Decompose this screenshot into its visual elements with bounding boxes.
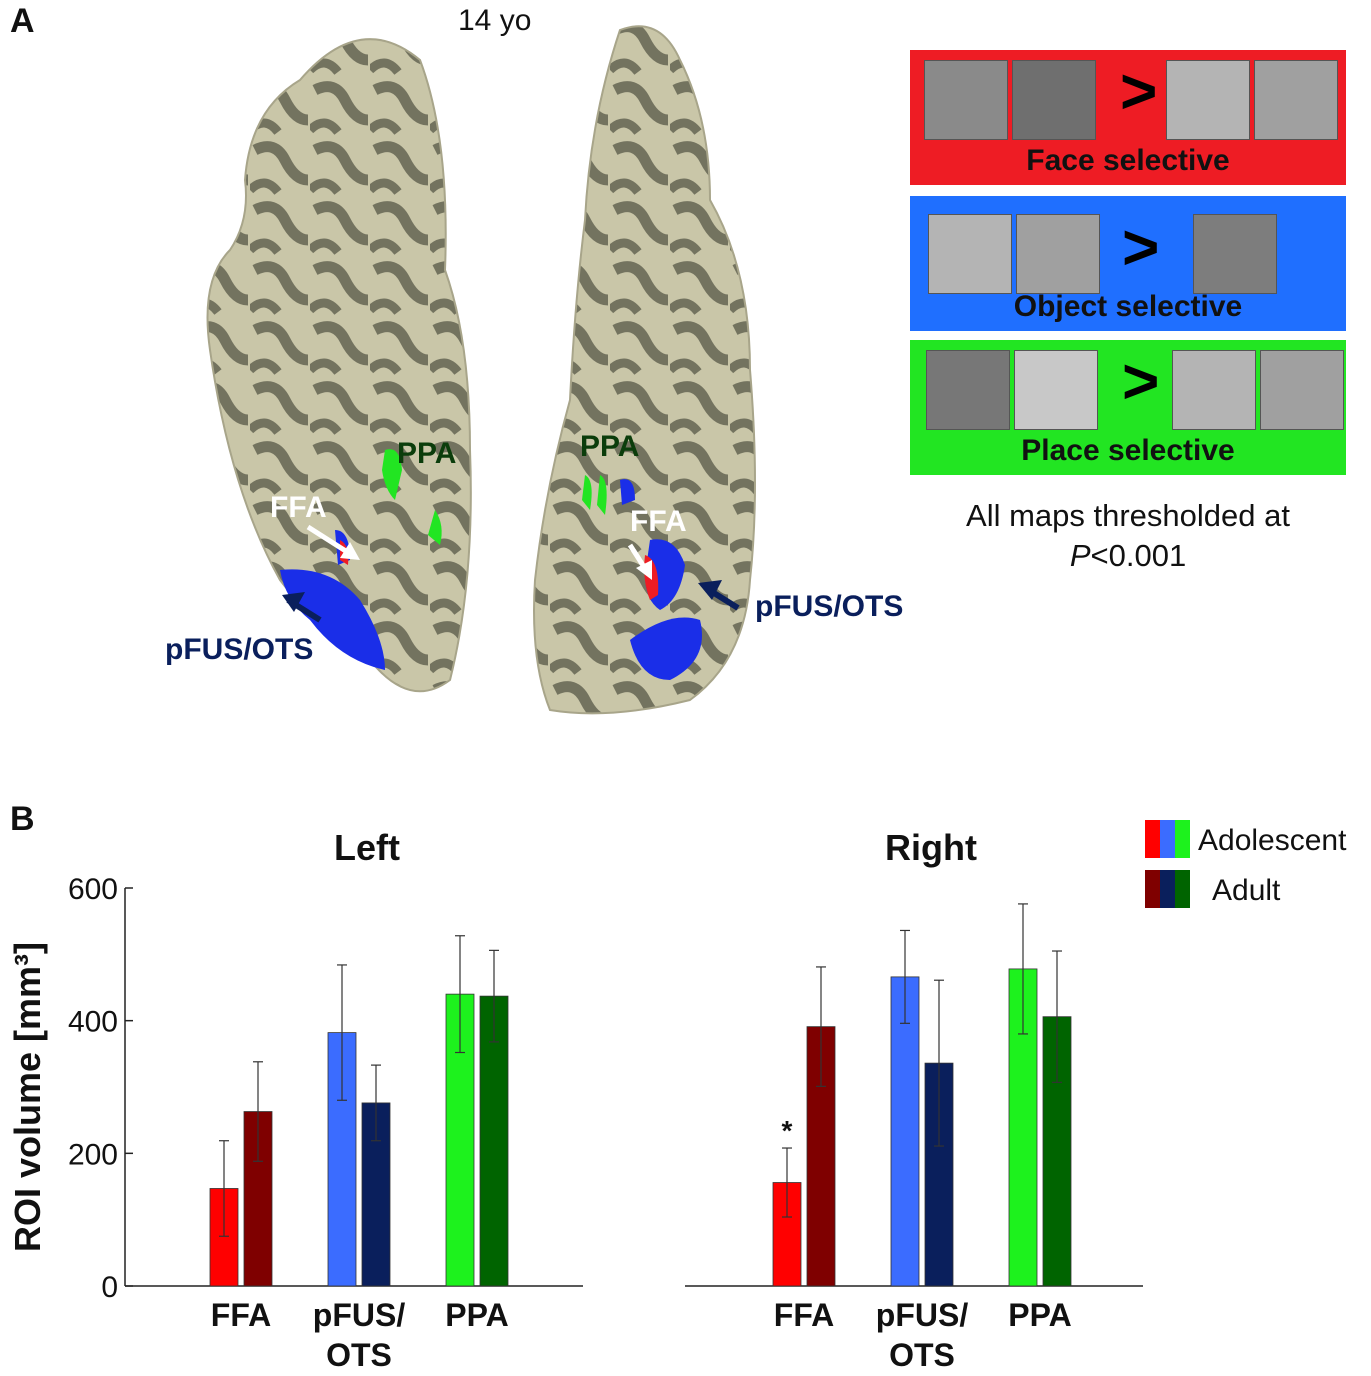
legend-label-adolescent: Adolescent xyxy=(1198,824,1347,857)
legend-swatch-adolescent xyxy=(1160,820,1175,858)
legend-label-adult: Adult xyxy=(1212,874,1281,907)
face-photo-1 xyxy=(924,60,1008,140)
right-ppa-label: PPA xyxy=(580,430,640,463)
abstract-object-photo xyxy=(1254,60,1338,140)
right-ffa-label: FFA xyxy=(630,505,687,538)
left-ffa-label: FFA xyxy=(270,491,327,524)
x-tick-label: pFUS/ xyxy=(876,1297,969,1333)
y-tick-label: 0 xyxy=(101,1271,118,1304)
panel-b-letter: B xyxy=(10,800,35,838)
place-selective-label: Place selective xyxy=(1021,434,1235,467)
car-photo xyxy=(1172,350,1256,430)
threshold-line-1: All maps thresholded at xyxy=(966,498,1290,533)
place-selective-box: > Place selective xyxy=(910,340,1346,475)
y-tick-label: 400 xyxy=(68,1006,118,1039)
threshold-note: All maps thresholded at P<0.001 xyxy=(910,496,1346,576)
legend-swatch-adult xyxy=(1145,870,1160,908)
object-selective-label: Object selective xyxy=(1013,290,1243,323)
x-tick-label: PPA xyxy=(445,1297,508,1333)
y-tick-label: 600 xyxy=(68,873,118,906)
x-tick-label: OTS xyxy=(889,1337,955,1373)
abstract-object-photo xyxy=(1016,214,1100,294)
left-hemisphere xyxy=(206,38,472,693)
y-axis-label: ROI volume [mm³] xyxy=(7,942,48,1252)
x-tick-label: pFUS/ xyxy=(313,1297,406,1333)
left-pfus-label: pFUS/OTS xyxy=(165,633,314,666)
scrambled-image-photo xyxy=(1193,214,1277,294)
landscape-photo xyxy=(1014,350,1098,430)
age-label: 14 yo xyxy=(458,4,532,37)
face-selective-label: Face selective xyxy=(1026,144,1230,177)
panel-a-letter: A xyxy=(10,2,35,40)
legend-swatch-adult xyxy=(1160,870,1175,908)
x-tick-label: FFA xyxy=(211,1297,271,1333)
face-selective-box: > Face selective xyxy=(910,50,1346,185)
face-photo-2 xyxy=(1012,60,1096,140)
left-ppa-label: PPA xyxy=(397,437,457,470)
x-tick-label: OTS xyxy=(326,1337,392,1373)
x-tick-label: FFA xyxy=(774,1297,834,1333)
threshold-line-2: P<0.001 xyxy=(910,536,1346,576)
right-pfus-label: pFUS/OTS xyxy=(755,590,904,623)
panel-title-right: Right xyxy=(885,827,977,868)
threshold-p: P xyxy=(1069,538,1091,573)
abstract-object-photo xyxy=(1260,350,1344,430)
legend-swatch-adolescent xyxy=(1175,820,1190,858)
greater-than-symbol: > xyxy=(1120,55,1158,127)
bar-left-2-adult xyxy=(479,995,509,1287)
roi-volume-chart: ROI volume [mm³] 0 200 400 600 Left FFA pFUS/OT… xyxy=(7,820,1347,1373)
car-photo xyxy=(1166,60,1250,140)
legend-swatch-adult xyxy=(1175,870,1190,908)
greater-than-symbol: > xyxy=(1122,345,1160,417)
greater-than-symbol: > xyxy=(1122,211,1160,283)
brain-surfaces xyxy=(206,25,756,715)
y-tick-label: 200 xyxy=(68,1138,118,1171)
object-selective-box: > Object selective xyxy=(910,196,1346,331)
bar-left-0-adolescent xyxy=(209,1188,239,1287)
corridor-photo xyxy=(926,350,1010,430)
significance-marker: * xyxy=(782,1115,793,1146)
x-tick-label: PPA xyxy=(1008,1297,1071,1333)
panel-title-left: Left xyxy=(334,827,400,868)
bar-right-1-adolescent xyxy=(890,976,920,1287)
threshold-value: <0.001 xyxy=(1090,538,1187,573)
legend-swatch-adolescent xyxy=(1145,820,1160,858)
car-photo xyxy=(928,214,1012,294)
right-hemisphere xyxy=(533,25,756,715)
